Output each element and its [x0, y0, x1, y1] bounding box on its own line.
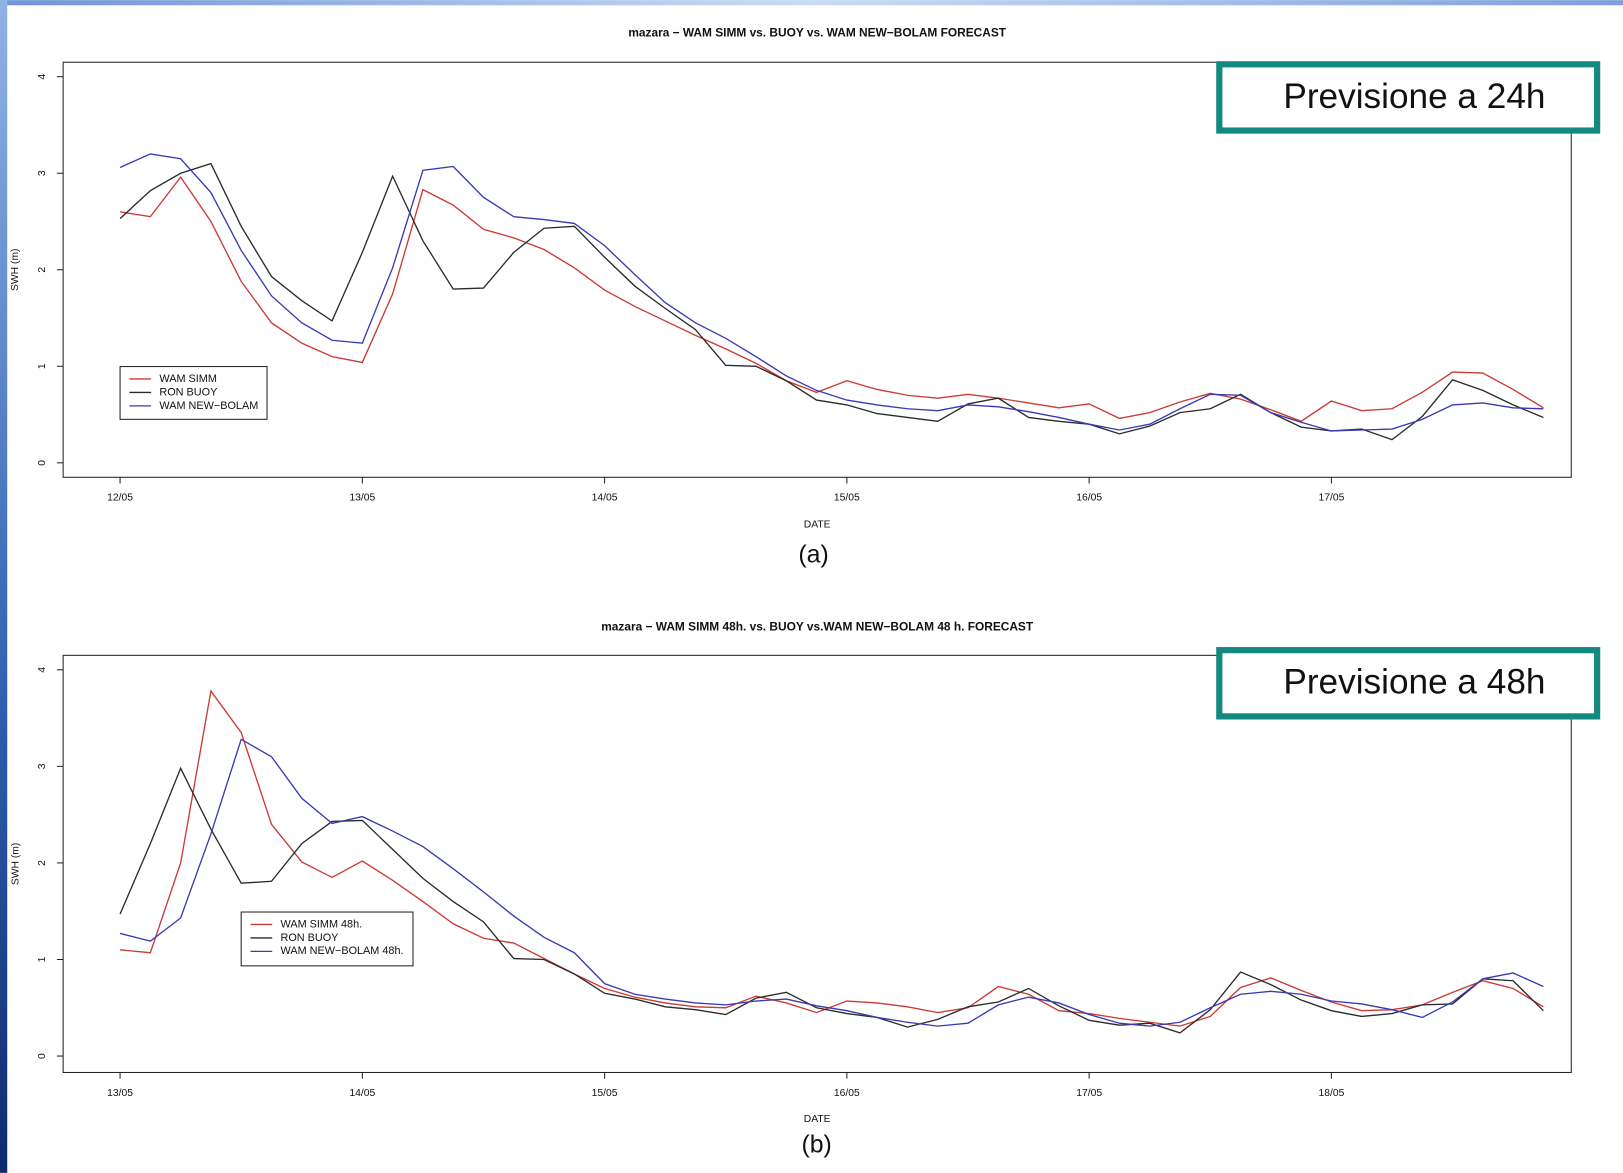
x-tick-label: 18/05 — [1318, 1088, 1344, 1099]
y-tick-label: 2 — [37, 267, 48, 273]
chart-title: mazara − WAM SIMM vs. BUOY vs. WAM NEW−B… — [628, 25, 1006, 39]
y-axis-label: SWH (m) — [10, 843, 21, 886]
x-tick-label: 16/05 — [834, 1088, 860, 1099]
chart-title: mazara − WAM SIMM 48h. vs. BUOY vs.WAM N… — [601, 620, 1034, 634]
legend-label: WAM NEW−BOLAM 48h. — [281, 945, 404, 957]
legend-label: RON BUOY — [281, 932, 339, 944]
data-line — [119, 162, 1544, 441]
caption: (a) — [798, 542, 828, 569]
legend-label: RON BUOY — [159, 386, 217, 398]
y-tick-label: 3 — [37, 763, 48, 769]
y-axis-label: SWH (m) — [10, 249, 21, 292]
legend-label: WAM NEW−BOLAM — [159, 400, 258, 412]
y-tick-label: 0 — [37, 460, 48, 466]
annotation: Previsione a 48h — [1283, 663, 1545, 702]
caption: (b) — [801, 1132, 831, 1159]
legend-label: WAM SIMM — [159, 373, 217, 385]
annotation-box — [1216, 647, 1601, 720]
left-band — [0, 0, 8, 1173]
data-line — [120, 689, 1544, 1027]
annotation: Previsione a 24h — [1283, 77, 1545, 116]
plot-frame — [62, 654, 1572, 1073]
legend-box — [240, 911, 414, 967]
x-tick-label: 13/05 — [349, 493, 375, 504]
x-tick-label: 17/05 — [1318, 493, 1344, 504]
data-line — [119, 766, 1544, 1034]
x-tick-label: 13/05 — [107, 1088, 133, 1099]
x-tick-label: 12/05 — [107, 493, 133, 504]
x-tick-label: 14/05 — [592, 493, 618, 504]
y-tick-label: 2 — [37, 860, 48, 866]
y-tick-label: 1 — [37, 363, 48, 369]
y-tick-label: 1 — [37, 956, 48, 962]
annotation-box — [1216, 61, 1601, 134]
x-tick-label: 14/05 — [349, 1088, 375, 1099]
x-tick-label: 17/05 — [1076, 1088, 1102, 1099]
x-tick-label: 15/05 — [834, 493, 860, 504]
data-line — [119, 175, 1544, 423]
data-line — [119, 738, 1544, 1027]
y-tick-label: 4 — [37, 74, 48, 80]
y-tick-label: 0 — [37, 1053, 48, 1059]
legend-label: WAM SIMM 48h. — [281, 918, 363, 930]
x-tick-label: 16/05 — [1076, 493, 1102, 504]
x-axis-label: DATE — [804, 1114, 831, 1125]
top-band — [0, 0, 1623, 6]
y-tick-label: 4 — [37, 667, 48, 673]
x-tick-label: 15/05 — [592, 1088, 618, 1099]
x-axis-label: DATE — [804, 520, 831, 531]
data-line — [119, 153, 1544, 432]
y-tick-label: 3 — [37, 170, 48, 176]
